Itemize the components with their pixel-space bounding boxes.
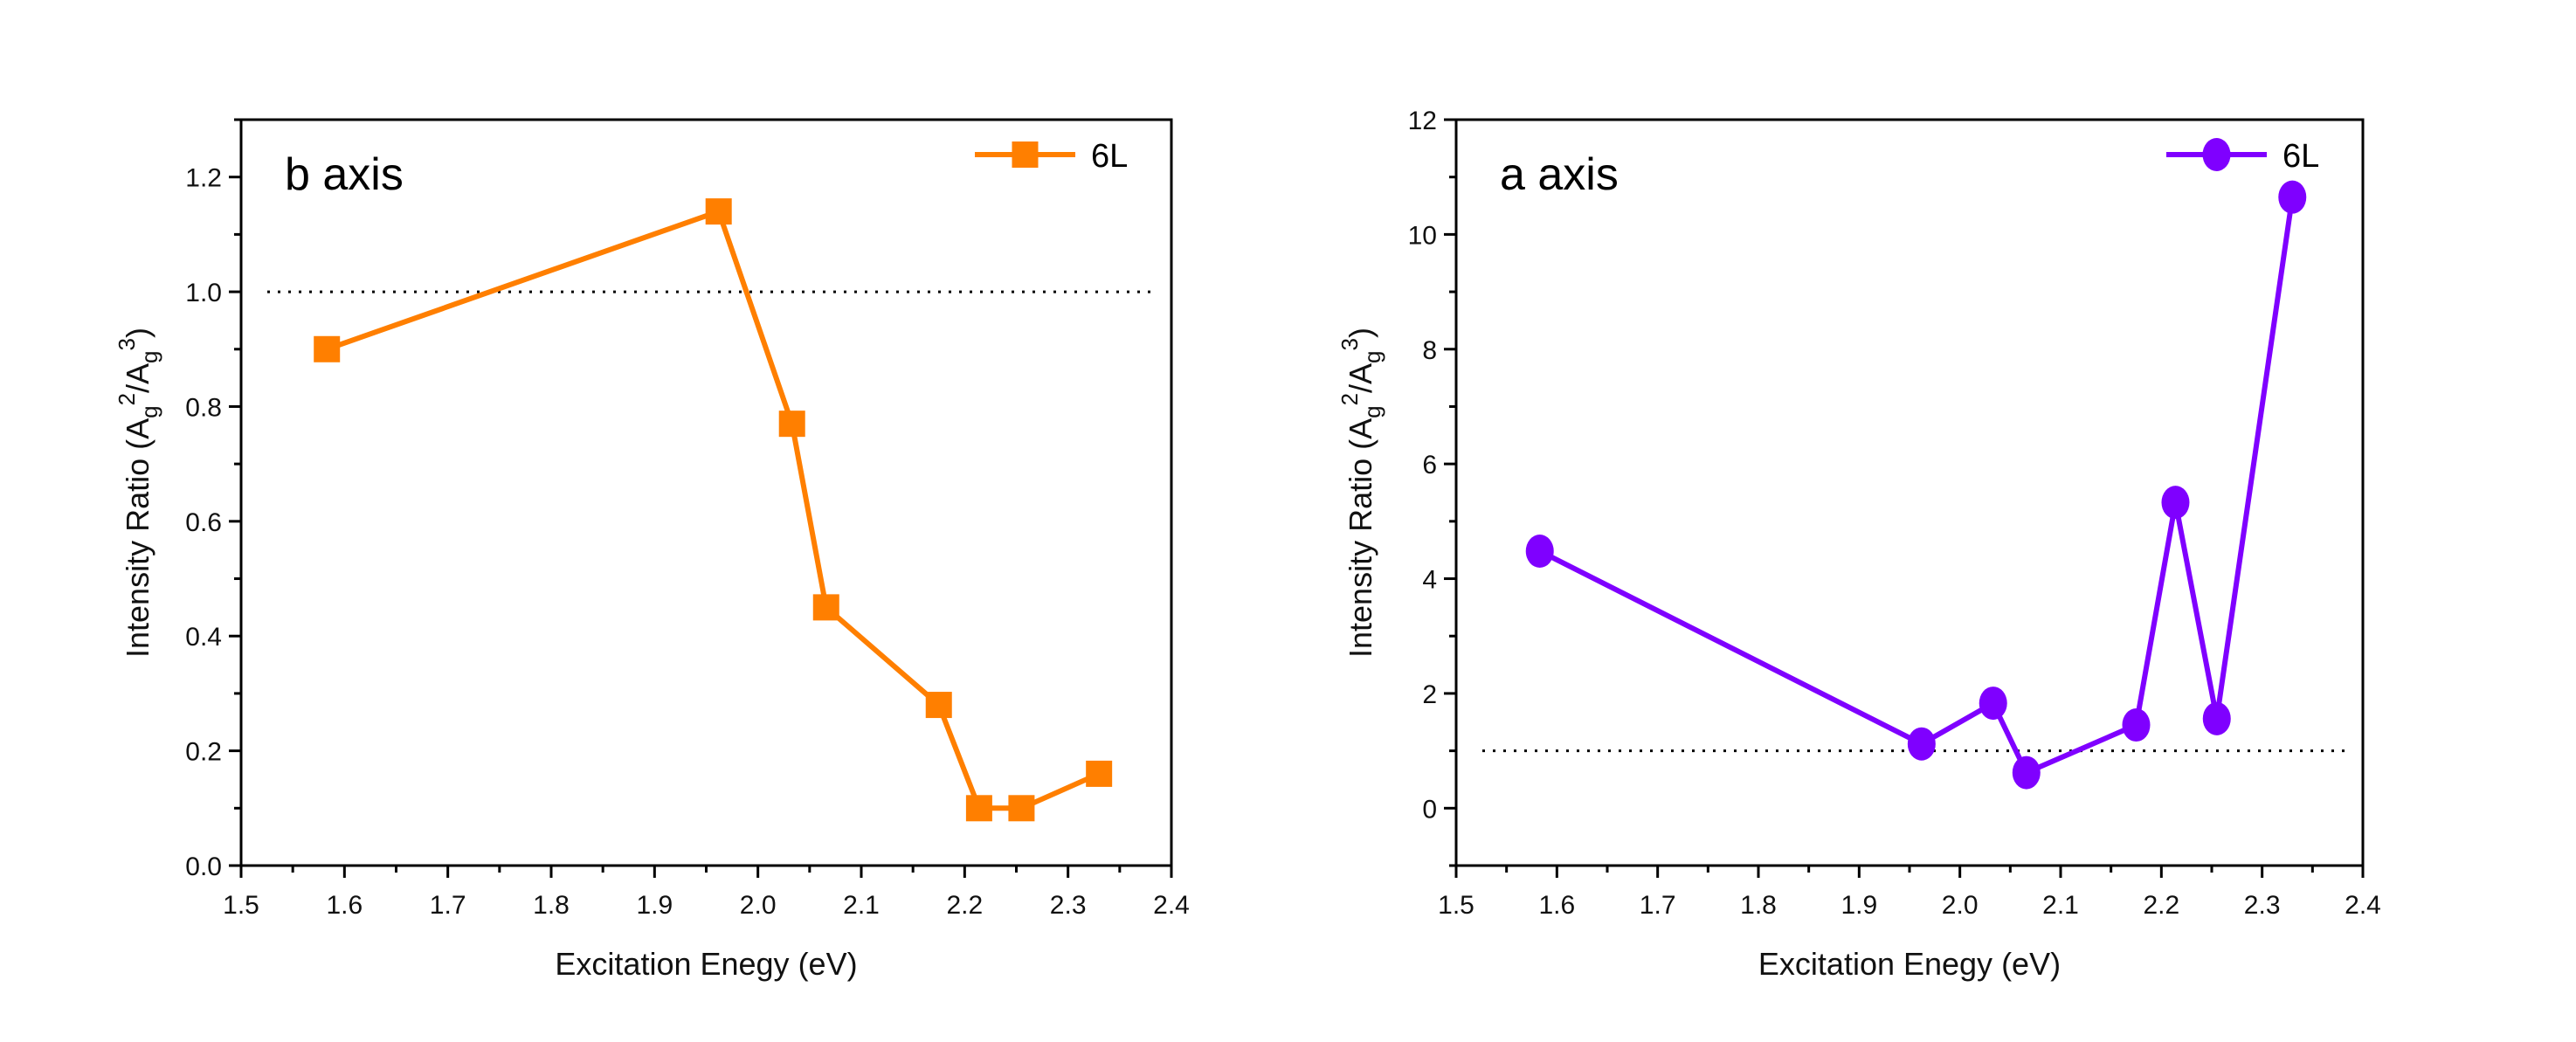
y-axis-title-part: 3 [114,338,140,350]
y-axis-title-part: Intensity Ratio (A [120,418,155,658]
y-axis-title-part: Intensity Ratio (A [1343,418,1378,658]
x-tick-label: 2.1 [2042,891,2079,920]
data-point [778,411,805,438]
y-axis-title-part: ) [1343,328,1378,338]
y-axis-title-part: /A [1343,363,1378,393]
y-axis-title-part: ) [120,328,155,338]
y-tick-label: 6 [1422,451,1437,480]
y-tick-label: 1.2 [185,164,222,193]
data-point [1907,727,1936,761]
data-point [1525,535,1554,569]
y-axis-title: Intensity Ratio (Ag2/Ag3) [1336,328,1385,658]
x-tick-label: 1.5 [1438,891,1474,920]
y-axis-title-part: g [136,350,162,362]
data-point [965,795,992,822]
y-axis-title-part: 2 [114,393,140,405]
y-tick-label: 0 [1422,795,1437,824]
data-point [925,692,952,719]
plot-frame [239,118,1173,867]
y-tick-label: 0.6 [185,508,222,537]
y-tick-label: 1.0 [185,279,222,307]
y-tick-label: 0.8 [185,393,222,422]
data-point [1086,760,1113,787]
x-tick-label: 2.4 [1153,891,1190,920]
y-axis-title-part: g [136,405,162,417]
legend-marker [1012,141,1039,168]
x-tick-label: 2.1 [843,891,880,920]
y-tick-label: 4 [1422,566,1437,595]
legend-marker [2202,138,2231,171]
panel-label: b axis [285,149,404,200]
x-tick-label: 2.4 [2345,891,2381,920]
x-tick-label: 2.0 [740,891,777,920]
x-tick-label: 1.9 [1840,891,1877,920]
y-tick-label: 2 [1422,680,1437,709]
legend-label: 6L [1091,138,1128,175]
panel-a-axis: 1.5 1.6 1.7 1.8 1.9 2.0 2.1 2.2 2.3 2.4 0 2 4 6 8 10 12 E… [1336,107,2381,982]
x-tick-label: 1.6 [1538,891,1575,920]
y-tick-label: 0.2 [185,738,222,767]
data-point [2161,486,2190,520]
y-axis-title-part: 3 [1336,338,1363,350]
data-point [812,594,839,621]
y-axis-title-part: /A [120,363,155,393]
x-axis-title: Excitation Enegy (eV) [555,946,857,982]
x-tick-label: 1.7 [430,891,466,920]
y-tick-label: 8 [1422,336,1437,365]
y-axis-title-part: 2 [1336,393,1363,405]
x-tick-label: 2.2 [2143,891,2179,920]
y-tick-label: 12 [1408,107,1437,135]
x-tick-label: 1.6 [326,891,363,920]
data-point [705,198,732,225]
x-tick-label: 2.0 [1942,891,1979,920]
x-tick-label: 1.8 [1740,891,1777,920]
y-tick-label: 0.0 [185,852,222,881]
legend-label: 6L [2282,138,2319,175]
y-tick-label: 0.4 [185,623,222,652]
data-point [2278,180,2307,214]
x-tick-label: 1.5 [223,891,259,920]
y-axis-title-part: g [1359,405,1385,417]
series-line [326,209,1101,811]
data-point [2122,708,2151,742]
x-tick-label: 2.3 [2244,891,2281,920]
data-point [2202,701,2231,735]
panel-label: a axis [1500,149,1619,200]
y-axis-title-part: g [1359,350,1385,362]
x-tick-label: 1.9 [636,891,673,920]
x-tick-label: 2.3 [1050,891,1087,920]
y-tick-label: 10 [1408,221,1437,250]
data-point [314,335,341,362]
data-point [1008,795,1035,822]
x-tick-label: 2.2 [946,891,983,920]
x-tick-label: 1.8 [533,891,570,920]
series-line [1538,197,2296,776]
x-tick-label: 1.7 [1640,891,1676,920]
data-point [1979,687,2007,721]
plot-frame [1454,118,2365,867]
x-axis-title: Excitation Enegy (eV) [1758,946,2061,982]
data-point [2012,756,2041,790]
y-axis-title: Intensity Ratio (Ag2/Ag3) [114,328,162,658]
panel-b-axis: 1.5 1.6 1.7 1.8 1.9 2.0 2.1 2.2 2.3 2.4 0.0 0.2 0.4 0… [114,118,1190,982]
